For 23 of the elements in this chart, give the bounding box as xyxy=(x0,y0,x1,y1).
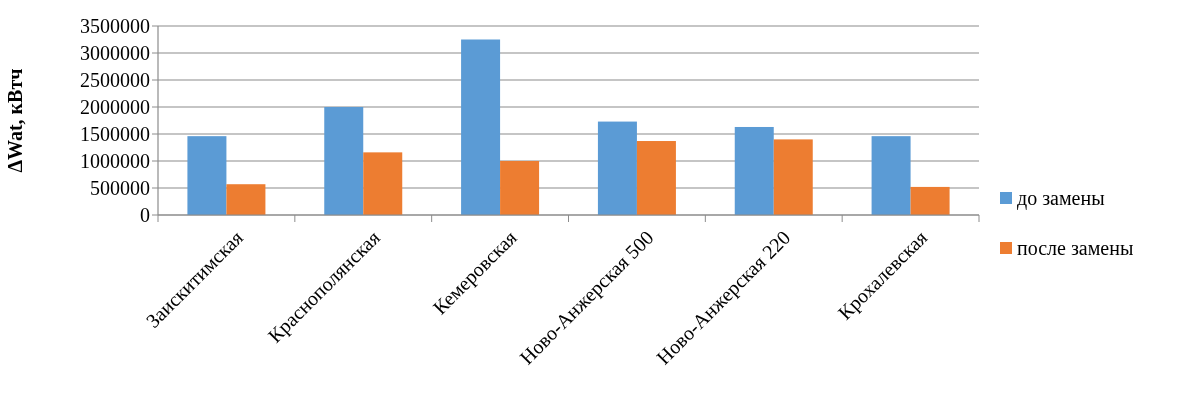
bar xyxy=(500,161,540,215)
bar xyxy=(636,141,676,215)
bar xyxy=(871,136,911,215)
y-axis-title: ΔWat, кВтч xyxy=(4,68,26,173)
bar xyxy=(187,136,227,215)
bar xyxy=(773,139,813,215)
bar xyxy=(324,107,364,215)
y-tick-label: 3000000 xyxy=(80,42,150,64)
bar xyxy=(363,152,403,215)
bar xyxy=(910,186,950,215)
y-tick-label: 2000000 xyxy=(80,96,150,118)
y-tick-label: 3500000 xyxy=(80,15,150,37)
bar xyxy=(226,184,266,215)
legend-label: до замены xyxy=(1017,187,1105,210)
bar xyxy=(734,126,774,215)
y-tick-label: 1500000 xyxy=(80,123,150,145)
legend-label: после замены xyxy=(1017,237,1134,259)
bar xyxy=(461,39,501,215)
y-tick-label: 500000 xyxy=(90,177,150,199)
bar xyxy=(597,121,637,215)
y-tick-label: 2500000 xyxy=(80,69,150,91)
y-tick-label: 1000000 xyxy=(80,150,150,172)
y-tick-label: 0 xyxy=(140,204,150,226)
